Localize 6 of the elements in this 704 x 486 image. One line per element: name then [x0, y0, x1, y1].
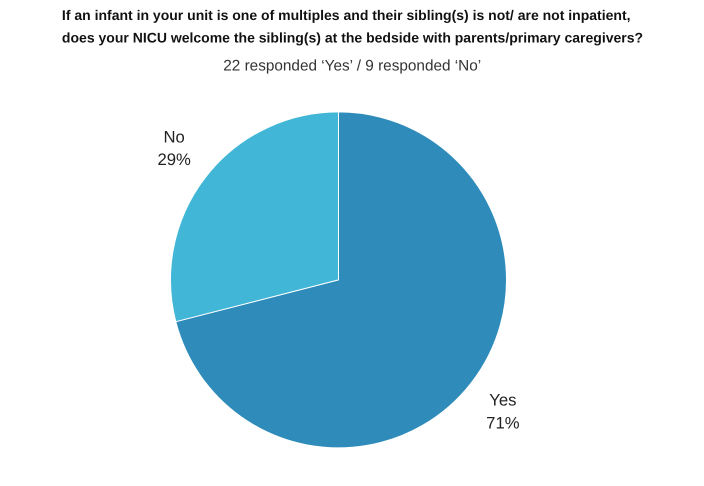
slice-label: No	[164, 127, 185, 146]
chart-subtitle: 22 responded ‘Yes’ / 9 responded ‘No’	[223, 58, 482, 74]
chart-title: If an infant in your unit is one of multiples and their sibling(s) is not/ are not inpatient, does your NICU welcome the sibling(s) at the bedside with parents/primary caregivers?	[62, 7, 644, 46]
data-label: 29%	[157, 150, 192, 170]
slice-label: Yes	[489, 390, 516, 410]
data-label: 71%	[486, 413, 520, 432]
